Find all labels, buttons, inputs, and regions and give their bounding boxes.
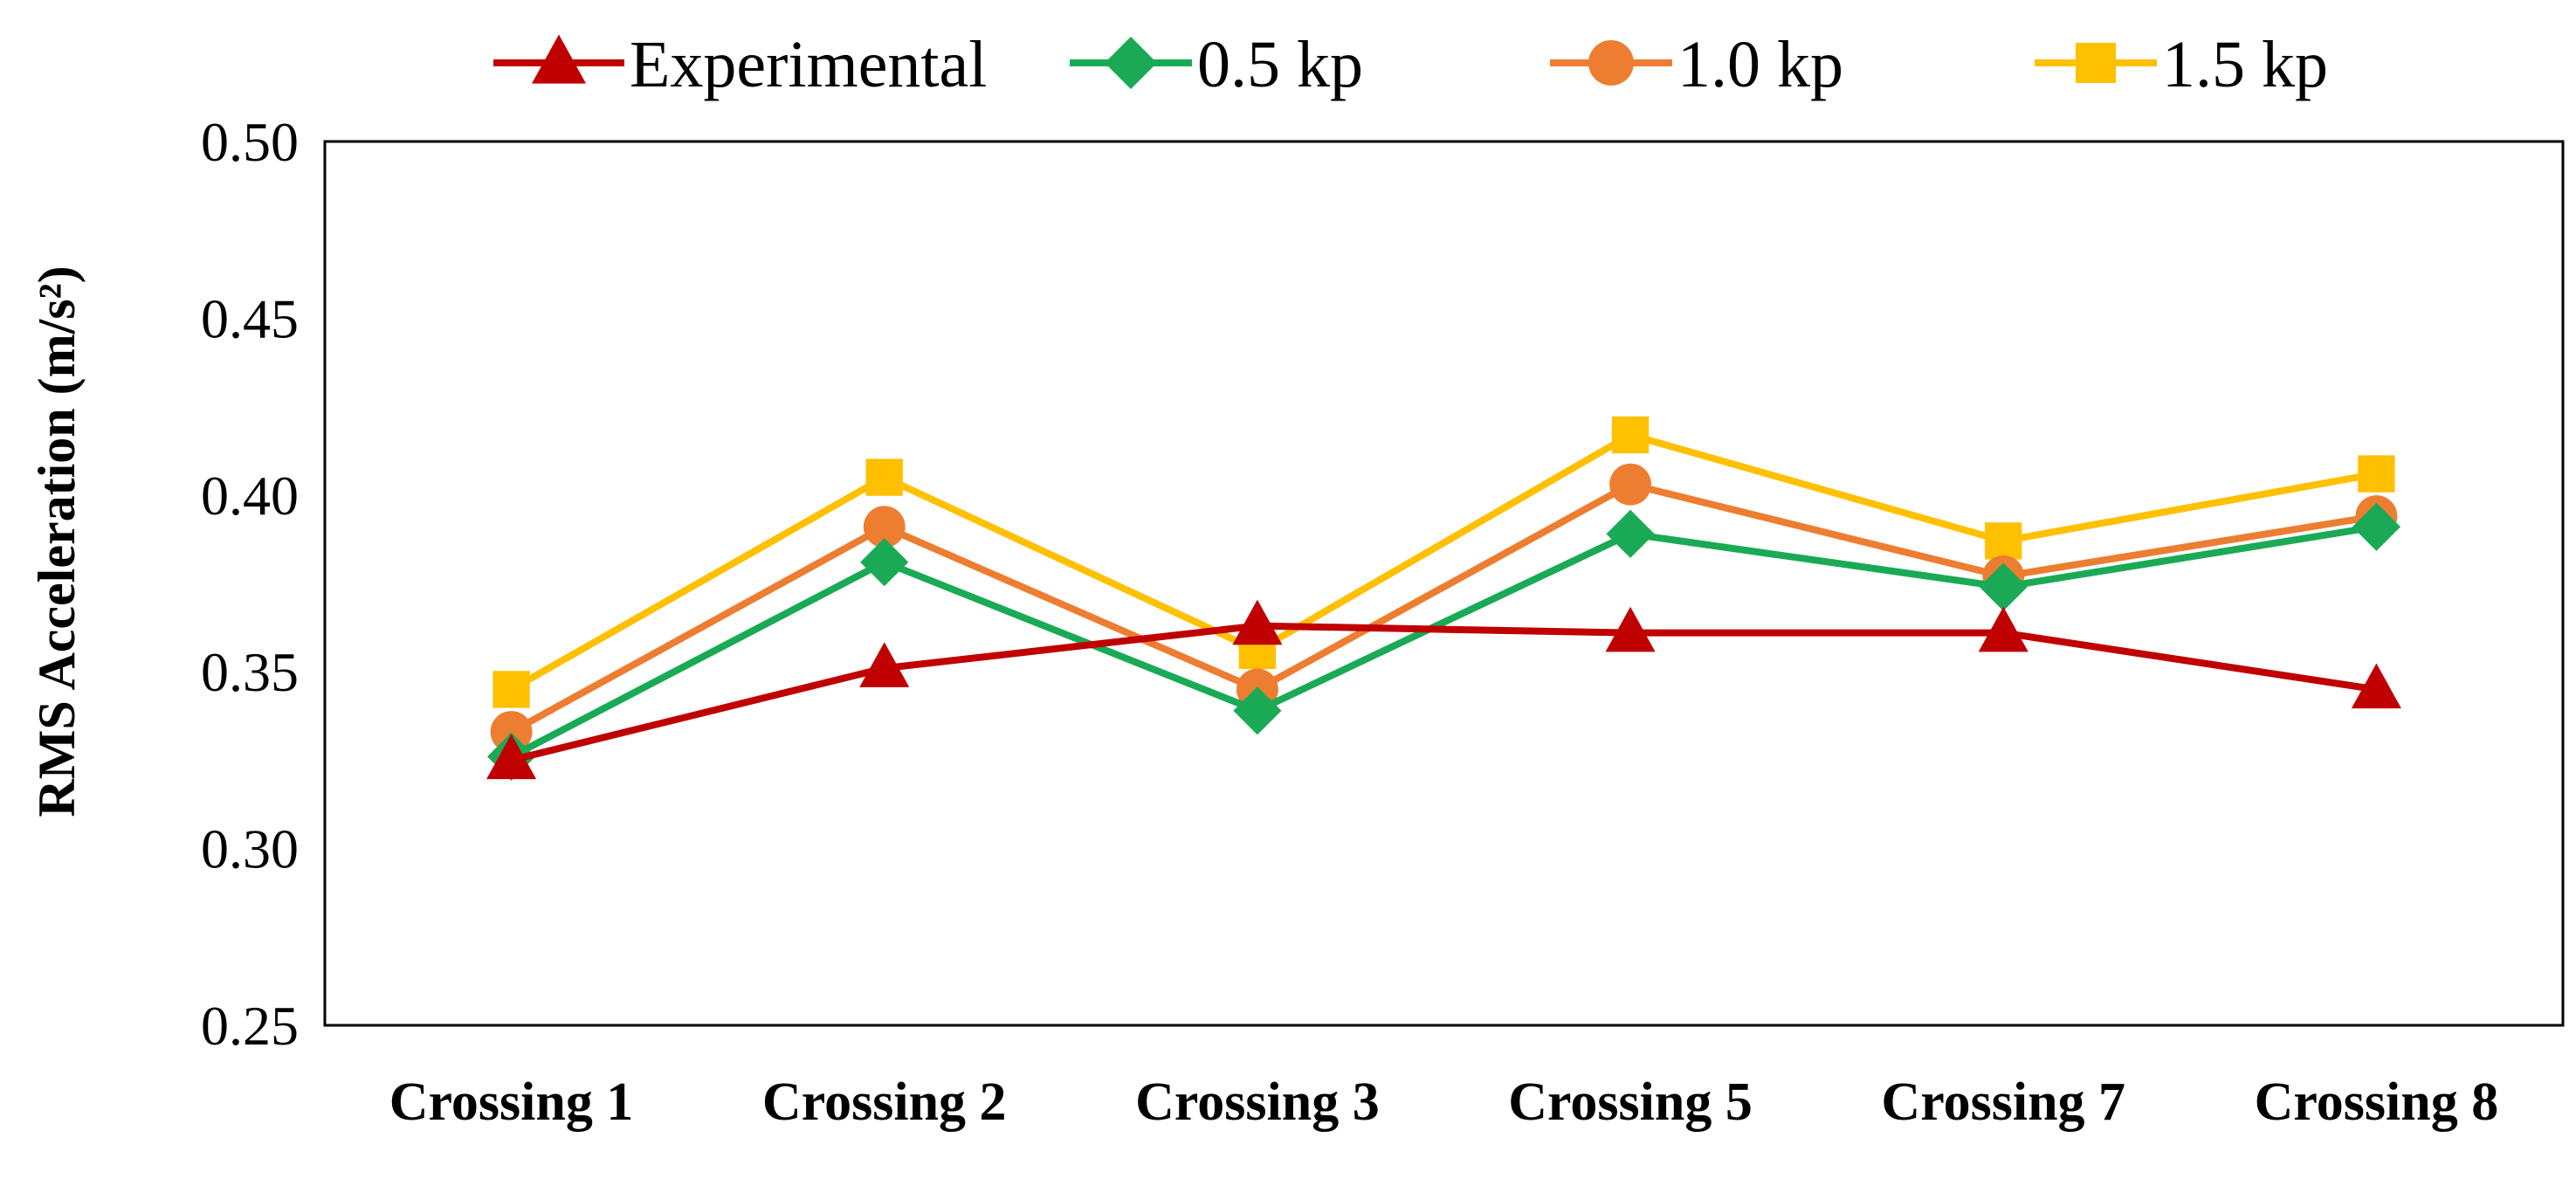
data-point xyxy=(2352,502,2401,551)
legend-marker xyxy=(1105,37,1157,89)
data-point xyxy=(2358,455,2395,493)
series-line xyxy=(509,431,2378,693)
legend-label: 1.5 kp xyxy=(2162,28,2328,101)
x-tick-label: Crossing 5 xyxy=(1508,1072,1753,1132)
data-point xyxy=(859,642,910,687)
x-axis-ticks: Crossing 1 Crossing 2 Crossing 3 Crossing 5… xyxy=(389,1072,2498,1132)
legend-marker xyxy=(532,34,586,84)
x-tick-label: Crossing 1 xyxy=(389,1072,634,1132)
y-tick-label: 0.50 xyxy=(201,111,299,173)
data-point xyxy=(863,506,906,548)
data-point xyxy=(1605,606,1656,652)
legend-label: 0.5 kp xyxy=(1197,28,1363,101)
data-point xyxy=(1611,416,1650,454)
x-tick-label: Crossing 7 xyxy=(1881,1072,2125,1132)
legend-item: 1.0 kp xyxy=(1550,28,1843,101)
series-line xyxy=(509,480,2378,735)
x-tick-label: Crossing 8 xyxy=(2255,1072,2499,1132)
data-point xyxy=(492,671,530,708)
y-tick-label: 0.25 xyxy=(201,995,299,1057)
series-line xyxy=(510,622,2378,764)
data-point xyxy=(860,538,909,587)
data-point xyxy=(1606,509,1655,558)
data-point xyxy=(865,458,903,496)
legend-marker xyxy=(2076,43,2116,83)
plot-area xyxy=(323,140,2565,1027)
legend: Experimental 0.5 kp 1.0 kp 1.5 kp xyxy=(493,28,2328,101)
data-point xyxy=(1233,686,1282,735)
y-tick-label: 0.30 xyxy=(201,818,299,880)
data-point xyxy=(2351,663,2401,709)
legend-item: 0.5 kp xyxy=(1070,28,1363,101)
data-point xyxy=(1979,562,2028,611)
legend-marker xyxy=(1588,40,1634,86)
y-tick-label: 0.35 xyxy=(201,641,299,703)
legend-label: 1.0 kp xyxy=(1677,28,1843,101)
x-tick-label: Crossing 2 xyxy=(762,1072,1007,1132)
y-tick-label: 0.40 xyxy=(201,465,299,527)
y-tick-label: 0.45 xyxy=(201,287,299,349)
data-point xyxy=(1985,522,2022,560)
x-tick-label: Crossing 3 xyxy=(1135,1072,1380,1132)
series-1-0-kp xyxy=(490,463,2398,753)
data-point xyxy=(1609,463,1652,506)
legend-label: Experimental xyxy=(630,28,987,101)
series-experimental xyxy=(486,599,2401,780)
data-point xyxy=(1978,606,2028,652)
data-point xyxy=(1232,599,1283,645)
legend-item: Experimental xyxy=(493,28,987,101)
y-axis-ticks: 0.25 0.30 0.35 0.40 0.45 0.50 xyxy=(201,111,299,1057)
legend-item: 1.5 kp xyxy=(2035,28,2328,101)
y-axis-title: RMS Acceleration (m/s²) xyxy=(28,265,86,817)
series-line xyxy=(509,523,2378,760)
series-group xyxy=(486,416,2401,781)
data-point xyxy=(486,734,537,780)
data-point xyxy=(490,711,533,753)
